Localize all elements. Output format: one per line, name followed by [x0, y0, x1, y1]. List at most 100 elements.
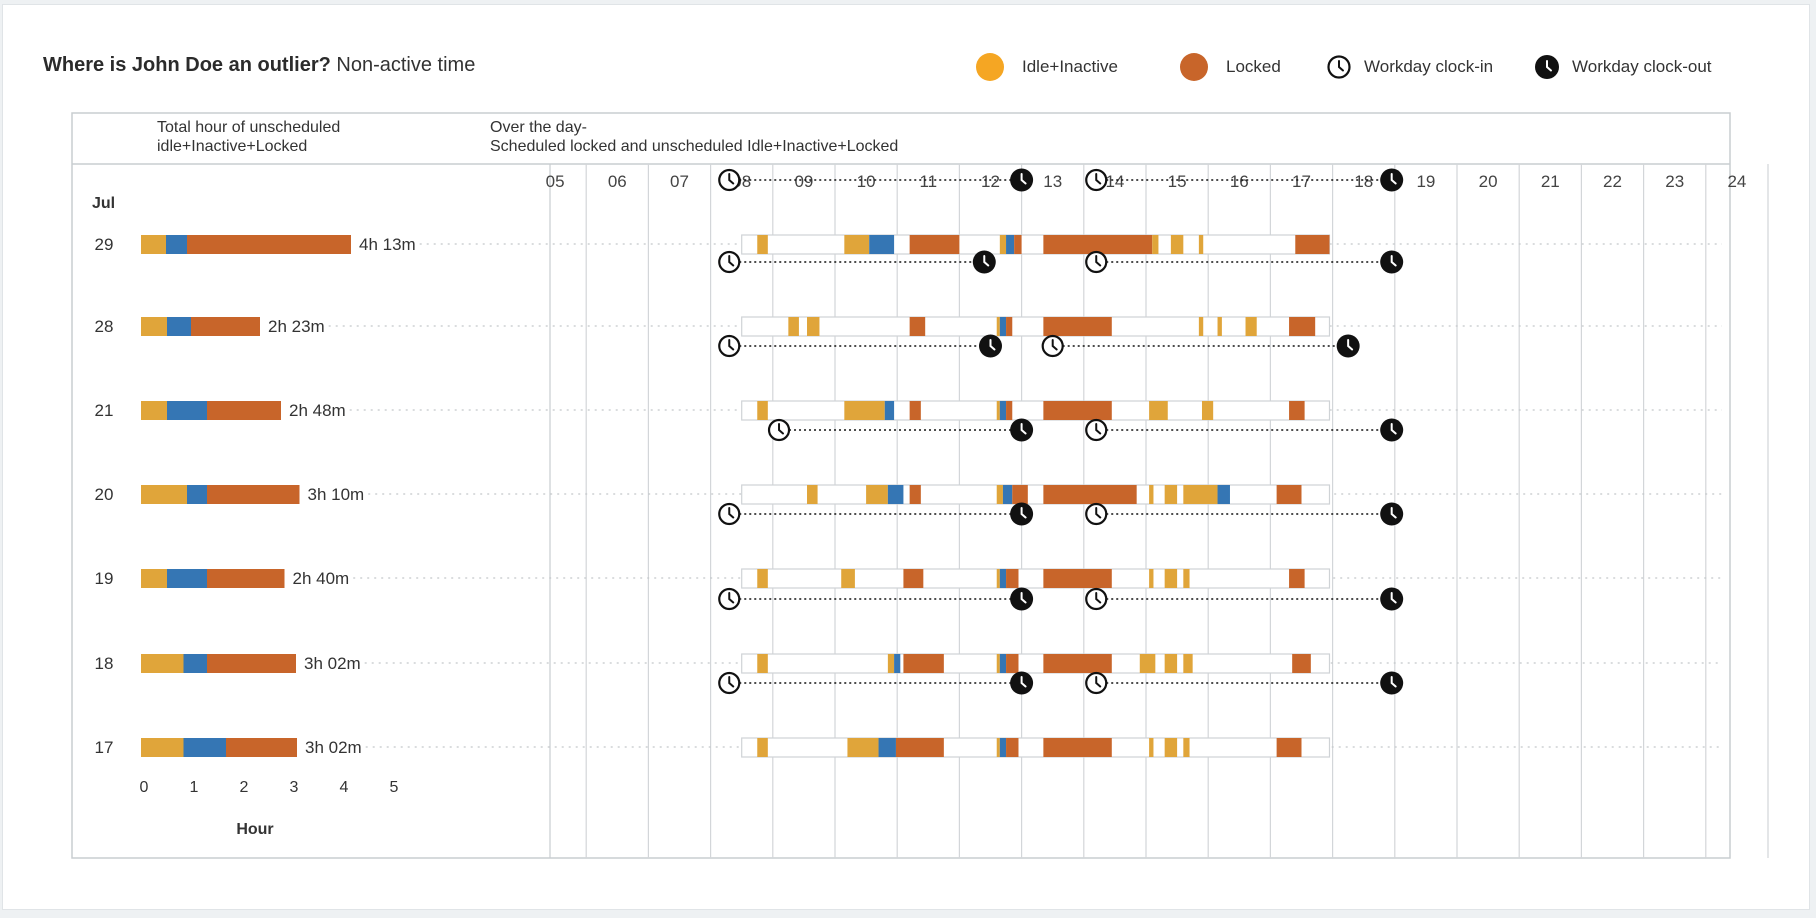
total-hours-bars: Jul 29 4h 13m 28 2h 23m 21 2h 48m 20 3h 10m 19 2h …	[92, 195, 416, 757]
legend-label-idle: Idle+Inactive	[1022, 57, 1118, 76]
clock-out-hands	[1020, 423, 1027, 435]
clock-out-hands	[1390, 592, 1397, 604]
day-label: 21	[95, 401, 114, 420]
activity-block-idle	[887, 654, 895, 673]
activity-block-idle	[1149, 569, 1154, 588]
clock-in-icon	[1327, 55, 1351, 79]
chart-title-bold: Where is John Doe an outlier?	[43, 54, 331, 76]
clock-in-icon	[1085, 250, 1108, 274]
day-label: 28	[95, 317, 114, 336]
chart-header: Where is John Doe an outlier? Non-active…	[0, 0, 1816, 110]
bar-panel-header: Total hour of unscheduled idle+Inactive+L…	[157, 119, 340, 155]
total-bar-segment	[191, 317, 260, 336]
total-value-label: 2h 48m	[289, 401, 346, 420]
total-bar-segment	[183, 654, 207, 673]
activity-band	[741, 234, 1331, 255]
hour-tick-label: 12	[981, 172, 1000, 191]
activity-block-idle	[1164, 485, 1178, 504]
activity-block-idle	[1183, 738, 1190, 757]
clock-in-hands	[728, 173, 735, 185]
clock-out-icon	[1380, 418, 1404, 442]
hour-tick-label: 20	[1479, 172, 1498, 191]
activity-block-idle	[1217, 317, 1222, 336]
timeline-row	[718, 334, 1360, 421]
clock-out-icon	[972, 250, 996, 274]
hour-tick-label: 07	[670, 172, 689, 191]
activity-block-locked	[1289, 317, 1316, 336]
activity-band	[741, 316, 1331, 337]
legend-label-clock-out: Workday clock-out	[1572, 57, 1712, 76]
clock-out-icon	[1010, 168, 1034, 192]
activity-block-locked	[903, 569, 924, 588]
hour-tick-label: 10	[857, 172, 876, 191]
activity-block-idle	[1245, 317, 1257, 336]
clock-in-hands	[1051, 339, 1058, 351]
total-bar-segment	[187, 485, 207, 504]
activity-block-idle	[844, 401, 885, 420]
hour-tick-label: 16	[1230, 172, 1249, 191]
clock-out-icon	[1010, 587, 1034, 611]
clock-in-hands	[728, 255, 735, 267]
activity-block-idle	[1170, 235, 1184, 254]
hour-tick-label: 11	[919, 172, 937, 191]
idle-swatch-icon	[976, 53, 1004, 81]
clock-out-icon	[979, 334, 1002, 358]
activity-block-blue	[1217, 485, 1230, 504]
activity-block-locked	[1043, 235, 1153, 254]
activity-block-locked	[1014, 235, 1022, 254]
activity-block-idle	[757, 738, 768, 757]
total-value-label: 2h 23m	[268, 317, 325, 336]
activity-block-idle	[788, 317, 799, 336]
legend-item-clock-out: Workday clock-out	[1534, 52, 1712, 82]
legend-label-locked: Locked	[1226, 57, 1281, 76]
total-bar-segment	[141, 569, 167, 588]
bar-panel-title-line: idle+Inactive+Locked	[157, 138, 307, 155]
clock-in-icon	[1085, 502, 1108, 526]
timeline-row	[718, 671, 1404, 758]
activity-block-blue	[1006, 235, 1015, 254]
hour-tick-label: 13	[1043, 172, 1062, 191]
clock-in-hands	[1095, 173, 1102, 185]
total-bar-segment	[207, 401, 281, 420]
clock-out-hands	[1020, 676, 1027, 688]
clock-out-icon	[1010, 418, 1034, 442]
clock-out-hands	[1390, 255, 1397, 267]
total-bar-segment	[183, 738, 226, 757]
activity-block-idle	[1201, 401, 1214, 420]
day-label: 19	[95, 569, 114, 588]
hour-tick-label: 24	[1727, 172, 1746, 191]
hour-tick-label: 18	[1354, 172, 1373, 191]
clock-out-hands	[1390, 423, 1397, 435]
activity-block-idle	[757, 569, 768, 588]
activity-block-idle	[866, 485, 888, 504]
activity-block-locked	[903, 654, 944, 673]
clock-out-icon	[1380, 250, 1404, 274]
clock-in-hands	[778, 423, 785, 435]
x-tick-label: 5	[390, 779, 399, 796]
hour-tick-label: 22	[1603, 172, 1622, 191]
total-value-label: 3h 02m	[305, 738, 362, 757]
activity-block-locked	[1043, 654, 1112, 673]
activity-block-idle	[1152, 235, 1159, 254]
activity-block-blue	[1002, 485, 1013, 504]
clock-out-hands	[1347, 339, 1354, 351]
clock-out-hands	[1390, 173, 1397, 185]
clock-in-hands	[1095, 255, 1102, 267]
total-value-label: 2h 40m	[293, 569, 350, 588]
activity-block-idle	[1149, 485, 1154, 504]
hour-tick-label: 15	[1168, 172, 1187, 191]
activity-block-locked	[909, 235, 960, 254]
activity-block-blue	[878, 738, 896, 757]
total-bar-segment	[141, 654, 184, 673]
timeline-rows	[718, 168, 1404, 758]
total-bar-segment	[226, 738, 297, 757]
total-value-label: 4h 13m	[359, 235, 416, 254]
clock-out-icon	[1535, 55, 1559, 79]
legend-item-locked: Locked	[1180, 52, 1281, 82]
timeline-row	[718, 587, 1404, 674]
day-label: 18	[95, 654, 114, 673]
activity-block-locked	[1006, 317, 1013, 336]
clock-in-hands	[728, 592, 735, 604]
activity-block-locked	[1012, 485, 1028, 504]
